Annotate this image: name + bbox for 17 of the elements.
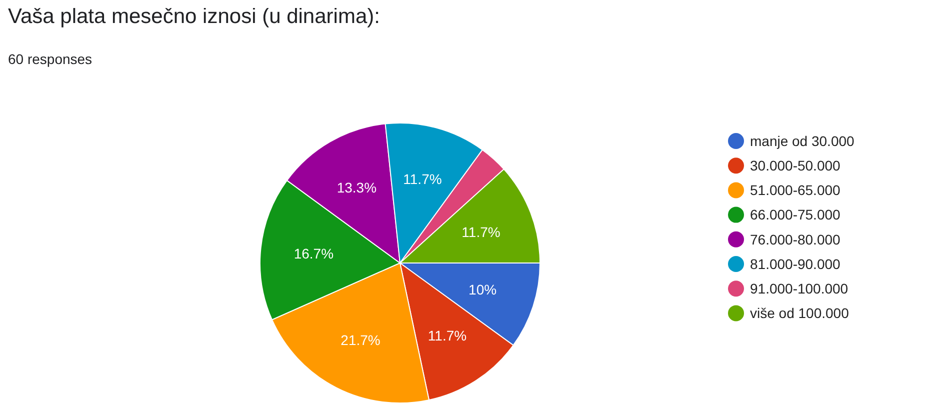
legend-label: 91.000-100.000 xyxy=(750,280,848,296)
data-label: 11.7% xyxy=(403,171,442,188)
data-label: 21.7% xyxy=(340,332,380,348)
data-label: 10% xyxy=(468,282,497,298)
legend-label: 81.000-90.000 xyxy=(750,256,841,272)
data-label: 11.7% xyxy=(428,328,467,344)
legend-label: 76.000-80.000 xyxy=(750,231,841,248)
legend-label: manje od 30.000 xyxy=(750,132,855,149)
chart-title: Vaša plata mesečno iznosi (u dinarima): xyxy=(8,5,380,28)
legend-label: više od 100.000 xyxy=(750,305,850,322)
legend-label: 51.000-65.000 xyxy=(750,182,841,198)
legend-label: 66.000-75.000 xyxy=(750,206,841,223)
text: 60 responses xyxy=(8,51,92,67)
data-label: 16.7% xyxy=(294,246,334,262)
legend-label: 30.000-50.000 xyxy=(750,158,841,174)
data-label: 11.7% xyxy=(462,224,500,240)
data-label: 13.3% xyxy=(336,180,377,196)
